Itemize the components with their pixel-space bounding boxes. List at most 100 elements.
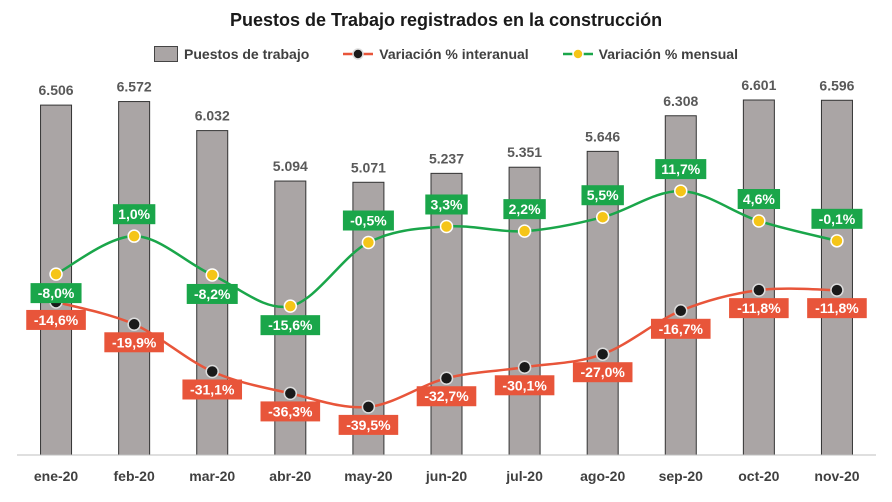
bar-value-label: 5.071 (351, 159, 386, 175)
interanual-data-label-text: -27,0% (581, 364, 626, 380)
legend-swatch-bars (154, 46, 179, 62)
mensual-point (830, 234, 844, 248)
x-tick-label: sep-20 (659, 468, 704, 484)
legend-label-mensual: Variación % mensual (598, 46, 738, 62)
interanual-data-label: -11,8% (729, 298, 789, 319)
interanual-data-label: -11,8% (807, 298, 867, 319)
interanual-data-label-text: -32,7% (424, 388, 469, 404)
mensual-point (752, 214, 766, 228)
mensual-point (361, 235, 376, 250)
mensual-data-label: -15,6% (260, 315, 321, 336)
bar-value-label: 6.506 (39, 82, 74, 98)
chart-title: Puestos de Trabajo registrados en la con… (229, 10, 663, 30)
mensual-data-label-text: 5,5% (587, 187, 619, 203)
mensual-data-label-text: -15,6% (268, 317, 313, 333)
bar-value-label: 6.601 (741, 77, 776, 93)
mensual-data-label-box (581, 185, 624, 206)
bar-value-label: 5.237 (429, 150, 464, 166)
interanual-data-label-box (260, 401, 321, 422)
interanual-point (439, 371, 454, 385)
x-tick-label: ago-20 (580, 468, 625, 484)
x-tick-label: jul-20 (505, 468, 543, 484)
mensual-data-label: -8,2% (186, 283, 238, 304)
mensual-data-label-text: -8,2% (194, 286, 231, 302)
mensual-point (283, 299, 298, 313)
interanual-data-label-box (338, 414, 399, 435)
interanual-data-label: -31,1% (182, 379, 243, 400)
interanual-data-label-text: -16,7% (659, 321, 704, 337)
mensual-data-label-box (425, 194, 468, 215)
legend-item-mensual: Variación % mensual (562, 46, 738, 62)
legend-item-bars: Puestos de trabajo (154, 46, 309, 62)
mensual-data-label: 4,6% (737, 189, 781, 210)
x-tick-label: oct-20 (738, 468, 779, 484)
x-tick-label: jun-20 (425, 468, 467, 484)
bar-value-label: 5.351 (507, 144, 542, 160)
mensual-point (127, 229, 141, 243)
x-tick-label: ene-20 (34, 468, 79, 484)
legend-swatch-interanual (343, 48, 374, 60)
legend-label-interanual: Variación % interanual (379, 46, 529, 62)
bar (742, 99, 775, 456)
mensual-data-label-text: 3,3% (431, 196, 463, 212)
mensual-data-label-text: 2,2% (509, 201, 541, 217)
interanual-data-label-box (572, 362, 633, 383)
interanual-data-label: -16,7% (650, 318, 711, 339)
interanual-data-label: -39,5% (338, 414, 399, 435)
x-tick-label: nov-20 (814, 468, 859, 484)
interanual-data-label-box (26, 309, 86, 330)
mensual-data-label-text: 1,0% (118, 206, 150, 222)
mensual-data-label-box (30, 283, 82, 304)
mensual-data-label-box (186, 283, 238, 304)
interanual-point (127, 317, 141, 332)
interanual-data-label-text: -14,6% (34, 312, 79, 328)
mensual-point (517, 224, 532, 238)
mensual-data-label: -0,5% (342, 210, 394, 231)
x-tick-label: feb-20 (114, 468, 155, 484)
interanual-data-label-text: -11,8% (737, 300, 781, 316)
interanual-point (283, 386, 298, 401)
x-tick-label: may-20 (344, 468, 392, 484)
mensual-data-label-box (503, 199, 546, 220)
interanual-data-label-box (807, 298, 867, 319)
interanual-point (595, 347, 610, 361)
mensual-data-label-text: -8,0% (38, 285, 75, 301)
mensual-point (439, 219, 454, 234)
mensual-data-label: 3,3% (425, 194, 468, 215)
interanual-data-label: -32,7% (416, 386, 477, 407)
interanual-point (674, 304, 688, 318)
bar-value-label: 5.646 (585, 128, 620, 144)
interanual-point (830, 283, 844, 297)
interanual-data-label-box (729, 298, 789, 319)
interanual-point (752, 283, 766, 297)
interanual-data-label-text: -30,1% (502, 377, 547, 393)
mensual-data-label: -0,1% (811, 208, 863, 229)
bar-value-label: 6.032 (195, 108, 230, 124)
interanual-data-label-box (104, 332, 164, 353)
mensual-data-label: 1,0% (112, 204, 156, 225)
interanual-point (205, 364, 219, 379)
interanual-data-label-box (416, 386, 477, 407)
bar-value-label: 6.572 (117, 79, 152, 95)
interanual-data-label-box (182, 379, 243, 400)
interanual-data-label-text: -36,3% (268, 403, 313, 419)
interanual-data-label: -36,3% (260, 401, 321, 422)
mensual-data-label-text: 11,7% (661, 161, 700, 177)
interanual-point (361, 400, 376, 414)
interanual-data-label: -30,1% (494, 375, 555, 396)
mensual-data-label: 2,2% (503, 199, 546, 220)
mensual-point (205, 268, 219, 282)
mensual-data-label-text: -0,1% (819, 211, 856, 227)
interanual-data-label: -19,9% (104, 332, 164, 353)
x-tick-label: mar-20 (189, 468, 235, 484)
mensual-data-label-text: -0,5% (350, 213, 387, 229)
bar-value-label: 5.094 (273, 158, 308, 174)
mensual-data-label-box (737, 189, 781, 210)
mensual-data-label: 5,5% (581, 185, 624, 206)
bar-value-label: 6.596 (819, 77, 854, 93)
interanual-data-label-text: -19,9% (112, 334, 157, 350)
interanual-point (517, 360, 532, 375)
mensual-data-label: -8,0% (30, 283, 82, 304)
x-tick-label: abr-20 (269, 468, 311, 484)
